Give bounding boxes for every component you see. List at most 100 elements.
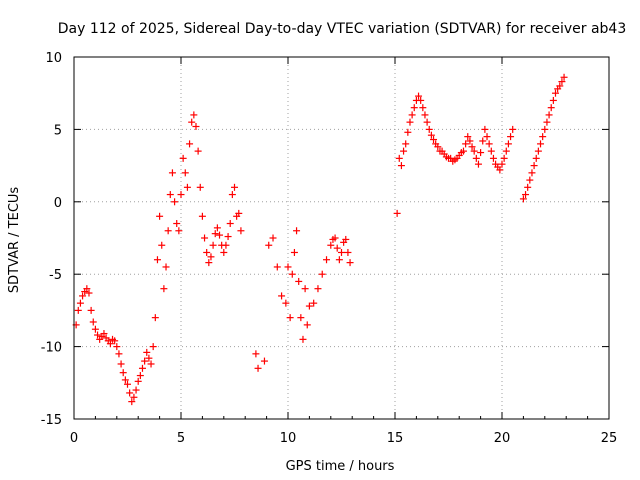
data-point <box>156 212 164 220</box>
data-point <box>237 227 245 235</box>
data-point <box>260 357 268 365</box>
data-point <box>318 270 326 278</box>
data-point <box>85 289 93 297</box>
data-point <box>425 125 433 133</box>
data-point <box>335 256 343 264</box>
data-point <box>282 299 290 307</box>
y-tick-label: 10 <box>45 51 62 66</box>
data-point <box>466 137 474 145</box>
data-point <box>136 372 144 380</box>
data-point <box>295 277 303 285</box>
data-point <box>207 253 215 261</box>
data-point <box>79 292 87 300</box>
data-point <box>556 82 564 90</box>
data-point <box>126 389 134 397</box>
data-point <box>333 244 341 252</box>
data-point <box>224 233 232 241</box>
data-point <box>134 377 142 385</box>
data-point <box>128 398 136 406</box>
data-point <box>113 343 121 351</box>
data-point <box>220 248 228 256</box>
data-point <box>252 350 260 358</box>
data-point <box>166 191 174 199</box>
data-point <box>498 160 506 168</box>
data-point <box>470 147 478 155</box>
data-point <box>160 285 168 293</box>
data-point <box>132 386 140 394</box>
data-point <box>273 263 281 271</box>
data-point <box>177 191 185 199</box>
data-point <box>430 136 438 144</box>
data-point <box>539 133 547 141</box>
y-tick-label: 0 <box>54 196 62 211</box>
data-point <box>474 160 482 168</box>
data-point <box>181 169 189 177</box>
data-point <box>286 314 294 322</box>
data-point <box>528 169 536 177</box>
data-point <box>395 154 403 162</box>
grid-lines <box>74 57 609 419</box>
data-point <box>547 104 555 112</box>
data-point <box>265 241 273 249</box>
data-point <box>524 183 532 191</box>
data-point <box>290 248 298 256</box>
data-point <box>87 306 95 314</box>
data-point <box>402 140 410 148</box>
x-tick-label: 20 <box>494 431 511 446</box>
data-point <box>254 364 262 372</box>
data-point <box>417 96 425 104</box>
data-point <box>423 118 431 126</box>
data-point <box>228 191 236 199</box>
y-tick-label: -10 <box>41 341 62 356</box>
data-point <box>94 331 102 339</box>
data-point <box>522 191 530 199</box>
tick-labels: 0 5 10 15 20 25 10 5 0 -5 -10 -15 <box>41 51 618 446</box>
data-point <box>190 111 198 119</box>
data-point <box>179 154 187 162</box>
data-point <box>145 354 153 362</box>
data-point <box>192 123 200 131</box>
data-point <box>419 104 427 112</box>
data-point <box>479 137 487 145</box>
data-point <box>278 292 286 300</box>
data-point <box>526 176 534 184</box>
data-point <box>545 111 553 119</box>
data-point <box>346 259 354 267</box>
data-point <box>203 248 211 256</box>
data-points <box>72 73 568 406</box>
data-point <box>393 209 401 217</box>
data-point <box>100 330 108 338</box>
data-point <box>216 231 224 239</box>
data-point <box>226 220 234 228</box>
data-point <box>83 285 91 293</box>
data-point <box>198 212 206 220</box>
axis-ticks <box>73 56 610 420</box>
data-point <box>549 96 557 104</box>
x-tick-label: 0 <box>70 431 78 446</box>
data-point <box>537 140 545 148</box>
data-point <box>342 235 350 243</box>
data-point <box>188 118 196 126</box>
data-point <box>560 73 568 81</box>
y-tick-label: -5 <box>49 268 62 283</box>
data-point <box>331 234 339 242</box>
data-point <box>201 234 209 242</box>
data-point <box>284 263 292 271</box>
data-point <box>483 133 491 141</box>
data-point <box>314 285 322 293</box>
data-point <box>323 256 331 264</box>
data-point <box>149 343 157 351</box>
data-point <box>434 143 442 151</box>
chart-title: Day 112 of 2025, Sidereal Day-to-day VTE… <box>58 21 627 37</box>
data-point <box>293 227 301 235</box>
data-point <box>327 241 335 249</box>
data-point <box>143 348 151 356</box>
data-point <box>338 248 345 256</box>
y-tick-label: 5 <box>54 123 62 138</box>
data-point <box>415 92 423 100</box>
data-point <box>427 131 435 139</box>
data-point <box>504 140 512 148</box>
data-point <box>462 140 470 148</box>
data-point <box>106 340 114 348</box>
